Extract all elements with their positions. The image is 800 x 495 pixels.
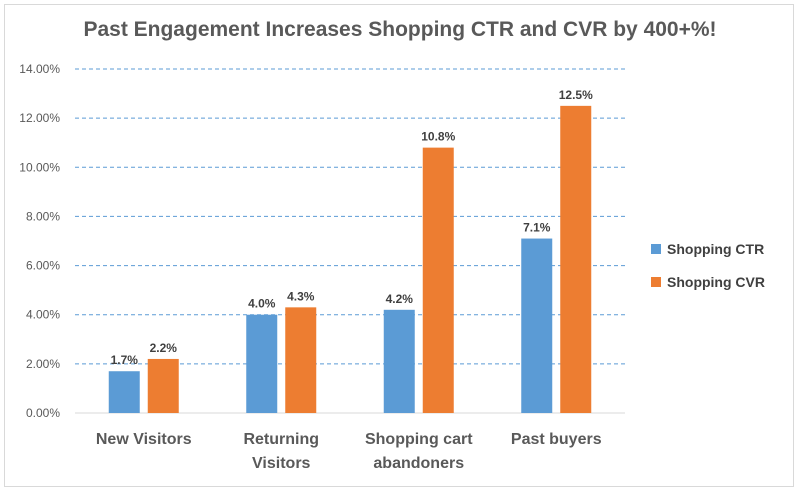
x-category-label: abandoners [373,455,464,472]
data-label: 10.8% [421,130,455,144]
y-tick-label: 4.00% [26,308,60,322]
bar-shopping-ctr [521,238,553,413]
bar-shopping-ctr [246,314,278,413]
data-label: 2.2% [150,341,178,355]
data-label: 4.3% [287,289,315,303]
data-label: 12.5% [559,88,593,102]
y-tick-label: 8.00% [26,209,60,223]
y-tick-label: 2.00% [26,357,60,371]
bar-shopping-cvr [422,147,454,413]
data-label: 7.1% [523,221,551,235]
y-tick-label: 12.00% [19,111,60,125]
y-tick-label: 6.00% [26,259,60,273]
chart-title: Past Engagement Increases Shopping CTR a… [83,18,717,41]
legend-label: Shopping CVR [667,274,765,290]
bar-shopping-cvr [147,358,179,413]
data-label: 4.0% [248,297,276,311]
y-tick-label: 10.00% [19,160,60,174]
bar-shopping-ctr [383,309,415,413]
legend-swatch [651,244,661,254]
x-category-label: Returning [243,431,319,448]
bar-shopping-cvr [285,307,317,413]
data-label: 1.7% [111,353,139,367]
y-tick-label: 14.00% [19,62,60,76]
data-label: 4.2% [386,292,414,306]
legend-swatch [651,277,661,287]
chart-frame [4,4,794,487]
legend-label: Shopping CTR [667,241,764,257]
x-category-label: Visitors [252,455,311,472]
bar-shopping-cvr [560,105,592,413]
y-tick-label: 0.00% [26,406,60,420]
x-category-label: Shopping cart [365,431,473,448]
bar-shopping-ctr [108,371,140,413]
x-category-label: Past buyers [511,431,602,448]
x-category-label: New Visitors [96,431,192,448]
